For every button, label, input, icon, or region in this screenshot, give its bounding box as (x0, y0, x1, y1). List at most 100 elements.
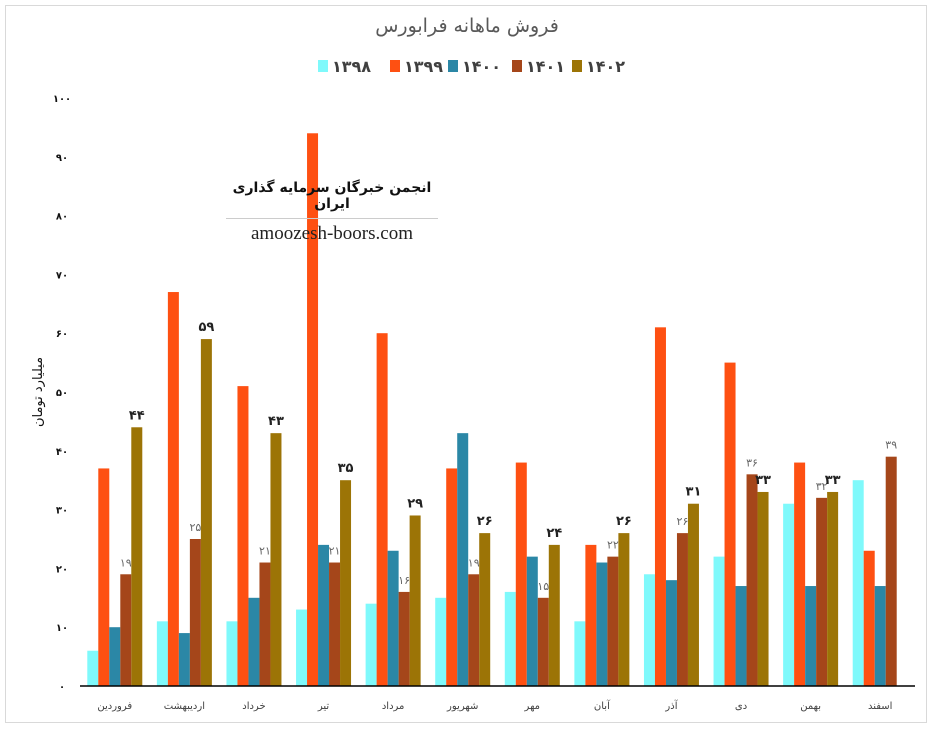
y-tick-label: ۲۰ (56, 564, 68, 575)
bar (585, 544, 597, 686)
bar (156, 621, 168, 686)
data-label: ۲۴ (546, 526, 562, 541)
chart-title: فروش ماهانه فرابورس (375, 15, 559, 37)
bar (526, 556, 538, 686)
bar (87, 650, 99, 686)
bar (409, 515, 421, 686)
y-tick-label: ۸۰ (56, 212, 68, 223)
data-label: ۱۹ (120, 556, 132, 569)
x-tick-label: مهر (524, 701, 540, 712)
bar (376, 333, 388, 686)
x-tick-label: اردیبهشت (164, 701, 205, 712)
data-label: ۳۹ (885, 439, 897, 452)
bar (387, 550, 399, 686)
bar (687, 503, 699, 686)
bar (479, 533, 491, 686)
data-label: ۱۶ (398, 574, 410, 587)
x-tick-label: فروردین (97, 701, 132, 712)
y-axis-label: میلیارد تومان (31, 357, 46, 427)
watermark-site: amoozesh-boors.com (251, 223, 413, 244)
y-tick-label: ۶۰ (56, 329, 68, 340)
bar (329, 562, 341, 686)
bar (783, 503, 795, 686)
bar (746, 474, 758, 686)
data-label: ۲۶ (616, 514, 632, 529)
data-label: ۴۳ (268, 414, 284, 429)
legend-label: ۱۴۰۰ (462, 57, 501, 76)
bar (131, 427, 143, 686)
bar (735, 586, 747, 686)
bar (874, 586, 886, 686)
y-tick-label: ۰ (59, 682, 65, 693)
bar (189, 539, 201, 686)
bar (435, 597, 447, 686)
bar (574, 621, 586, 686)
bar (178, 633, 190, 686)
data-label: ۳۶ (746, 456, 758, 469)
bar (120, 574, 132, 686)
data-label: ۳۳ (755, 473, 771, 488)
x-tick-label: تیر (317, 701, 330, 712)
y-tick-label: ۱۰۰ (53, 94, 71, 105)
bar (504, 591, 516, 686)
bar (318, 544, 330, 686)
watermark-title: انجمن خبرگان سرمایه گذاری ایران (226, 180, 438, 219)
bar (537, 597, 549, 686)
x-tick-label: اسفند (868, 701, 892, 712)
y-tick-label: ۳۰ (56, 506, 68, 517)
data-label: ۲۱ (329, 545, 341, 558)
legend-label: ۱۴۰۲ (586, 57, 625, 76)
data-label: ۲۱ (259, 545, 271, 558)
bar (863, 550, 875, 686)
data-label: ۳۳ (825, 473, 841, 488)
bar (296, 609, 308, 686)
bar (98, 468, 110, 686)
bar (365, 603, 377, 686)
bar (398, 591, 410, 686)
data-label: ۲۵ (189, 521, 201, 534)
y-tick-label: ۱۰ (56, 623, 68, 634)
bar (757, 491, 769, 686)
bar (200, 339, 212, 686)
x-tick-label: خرداد (242, 701, 265, 712)
y-tick-label: ۴۰ (56, 447, 68, 458)
legend-label: ۱۳۹۸ (332, 57, 371, 76)
y-tick-label: ۹۰ (56, 153, 68, 164)
bar (805, 586, 817, 686)
data-label: ۳۵ (338, 461, 354, 476)
data-label: ۲۲ (607, 539, 619, 552)
bar (468, 574, 480, 686)
bar (724, 362, 736, 686)
data-label: ۱۵ (537, 580, 549, 593)
bar (676, 533, 688, 686)
bar (226, 621, 238, 686)
bar (596, 562, 608, 686)
bar (259, 562, 271, 686)
bar (816, 497, 828, 686)
bar (270, 433, 282, 686)
chart-frame (5, 5, 927, 723)
bar (713, 556, 725, 686)
x-tick-label: شهریور (446, 701, 478, 712)
bar (167, 292, 179, 686)
data-label: ۴۴ (129, 408, 145, 423)
bar (618, 533, 630, 686)
bar (446, 468, 458, 686)
watermark: انجمن خبرگان سرمایه گذاری ایران amoozesh… (226, 180, 438, 245)
legend-label: ۱۳۹۹ (404, 57, 443, 76)
bar (307, 133, 319, 686)
data-label: ۲۹ (407, 496, 423, 511)
y-tick-label: ۵۰ (56, 388, 68, 399)
data-label: ۱۹ (468, 556, 480, 569)
data-label: ۲۶ (477, 514, 493, 529)
legend-swatch (390, 60, 400, 72)
x-tick-label: دی (735, 701, 747, 712)
bar (654, 327, 666, 686)
bar (794, 462, 806, 686)
data-label: ۵۹ (198, 320, 214, 335)
bar (237, 386, 249, 686)
data-label: ۲۶ (677, 515, 689, 528)
bar (457, 433, 469, 686)
bar (515, 462, 527, 686)
bar (607, 556, 619, 686)
